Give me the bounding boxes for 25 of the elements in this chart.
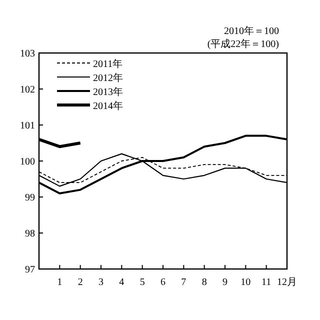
- legend-label: 2014年: [93, 101, 123, 112]
- xtick: 11: [262, 277, 272, 288]
- ytick: 98: [25, 228, 35, 240]
- xtick: 9: [222, 277, 228, 288]
- ytick: 101: [20, 120, 35, 132]
- xtick: 1: [57, 277, 62, 288]
- legend-label: 2012年: [93, 73, 123, 84]
- legend-label: 2011年: [93, 59, 123, 70]
- xtick: 8: [202, 277, 207, 288]
- ytick: 99: [25, 192, 35, 204]
- xtick: 12月: [277, 277, 297, 288]
- annotation: 2010年＝100: [224, 26, 279, 37]
- xtick: 3: [98, 277, 104, 288]
- xtick: 2: [78, 277, 83, 288]
- xtick: 5: [140, 277, 145, 288]
- xtick: 10: [240, 277, 251, 288]
- xtick: 6: [160, 277, 166, 288]
- ytick: 97: [25, 264, 35, 276]
- ytick: 103: [20, 48, 35, 60]
- xtick: 7: [181, 277, 186, 288]
- legend-label: 2013年: [93, 87, 123, 98]
- ytick: 102: [20, 84, 35, 96]
- ytick: 100: [20, 156, 35, 168]
- annotation: (平成22年＝100): [207, 39, 279, 50]
- xtick: 4: [119, 277, 124, 288]
